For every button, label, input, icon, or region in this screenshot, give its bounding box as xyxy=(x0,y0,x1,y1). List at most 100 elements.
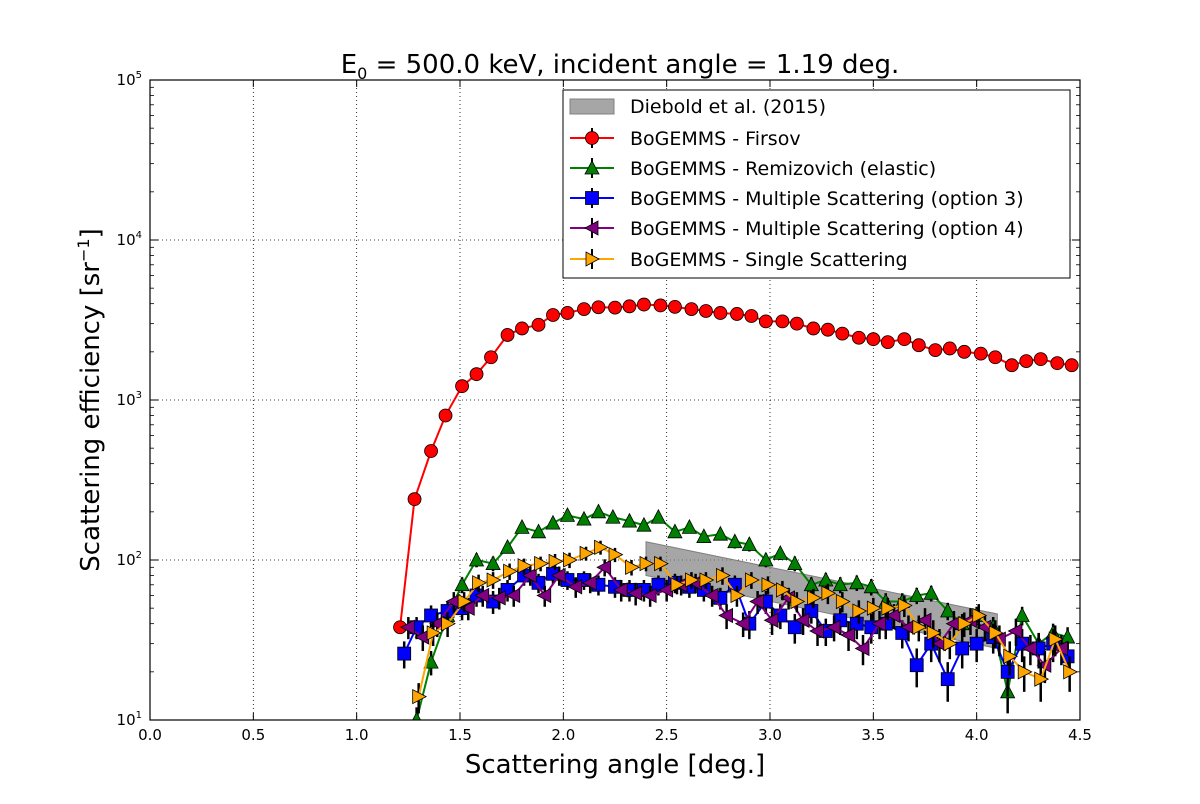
data-point-triangle-up xyxy=(712,525,729,541)
data-point-triangle-right xyxy=(639,555,655,572)
data-point-triangle-left xyxy=(567,579,583,595)
y-axis-label: Scattering efficiency [sr−1] xyxy=(74,228,106,571)
legend-swatch-band xyxy=(569,98,615,115)
data-point-circle xyxy=(988,350,1003,365)
data-point-square xyxy=(1000,664,1015,679)
legend-marker-circle xyxy=(585,131,599,145)
data-point-triangle-left xyxy=(809,623,824,639)
chart-title: E0 = 500.0 keV, incident angle = 1.19 de… xyxy=(341,50,900,83)
data-point-circle xyxy=(789,316,804,331)
data-point-triangle-up xyxy=(787,555,803,570)
data-point-triangle-left xyxy=(916,612,932,628)
data-point-square xyxy=(651,577,666,592)
data-point-triangle-right xyxy=(1048,631,1064,647)
series-4 xyxy=(412,539,1079,714)
data-point-square xyxy=(849,616,864,631)
data-point-triangle-right xyxy=(835,593,851,610)
data-point-circle xyxy=(653,298,668,313)
data-point-triangle-right xyxy=(761,577,777,593)
data-point-circle xyxy=(730,307,744,321)
data-point-triangle-left xyxy=(627,585,643,601)
y-tick-label: 101 xyxy=(117,710,142,729)
data-point-triangle-up xyxy=(530,523,547,539)
legend-frame xyxy=(562,89,1071,279)
legend-label-ms-option3: BoGEMMS - Multiple Scattering (option 3) xyxy=(630,188,1024,210)
data-point-triangle-left xyxy=(550,567,566,584)
data-point-triangle-right xyxy=(534,555,549,572)
data-point-circle xyxy=(911,338,926,353)
data-point-triangle-left xyxy=(871,616,886,632)
data-point-circle xyxy=(608,300,622,315)
data-point-triangle-up xyxy=(772,545,788,560)
data-point-triangle-right xyxy=(912,619,928,635)
data-point-triangle-up xyxy=(727,533,743,549)
data-point-circle xyxy=(622,299,637,314)
data-point-triangle-up xyxy=(818,571,834,587)
data-point-triangle-left xyxy=(840,627,855,643)
data-point-circle xyxy=(942,341,957,356)
data-point-triangle-left xyxy=(1007,623,1023,639)
data-point-triangle-left xyxy=(399,619,415,635)
data-point-circle xyxy=(1019,354,1034,369)
data-point-triangle-right xyxy=(897,597,913,614)
data-point-triangle-right xyxy=(426,625,442,641)
legend-entry-single-scattering: BoGEMMS - Single Scattering xyxy=(570,249,908,271)
data-point-circle xyxy=(1050,356,1065,371)
data-point-triangle-right xyxy=(1017,664,1033,680)
data-point-circle xyxy=(775,314,790,329)
data-point-triangle-right xyxy=(472,575,487,591)
data-point-triangle-right xyxy=(988,625,1004,641)
data-point-circle xyxy=(500,328,515,342)
data-point-triangle-right xyxy=(776,582,791,598)
data-point-triangle-left xyxy=(703,587,719,604)
data-point-triangle-up xyxy=(667,523,683,539)
data-point-triangle-up xyxy=(485,555,501,570)
data-point-triangle-up xyxy=(1014,607,1030,622)
data-point-triangle-up xyxy=(545,514,561,530)
x-tick-label: 4.0 xyxy=(965,726,989,744)
data-point-triangle-right xyxy=(594,539,609,555)
data-point-triangle-left xyxy=(596,559,612,575)
data-point-triangle-right xyxy=(579,545,595,562)
data-point-triangle-up xyxy=(468,551,485,567)
data-point-triangle-right xyxy=(807,590,822,606)
data-point-triangle-up xyxy=(758,551,774,567)
data-point-triangle-right xyxy=(716,567,731,584)
data-point-triangle-up xyxy=(803,576,819,592)
data-point-circle xyxy=(515,321,529,336)
data-point-triangle-left xyxy=(1022,640,1037,657)
data-point-triangle-up xyxy=(636,516,652,532)
x-tick-label: 2.0 xyxy=(551,726,575,744)
data-point-circle xyxy=(744,309,759,323)
data-point-triangle-right xyxy=(943,636,959,652)
data-point-triangle-right xyxy=(457,593,473,610)
data-point-triangle-right xyxy=(730,587,746,604)
data-point-triangle-right xyxy=(1003,648,1019,664)
data-point-triangle-right xyxy=(625,559,640,575)
data-point-circle xyxy=(1004,358,1019,373)
y-tick-label: 102 xyxy=(117,550,142,569)
legend-entry-ms-option4: BoGEMMS - Multiple Scattering (option 4) xyxy=(570,218,1024,240)
legend-marker-triangle-left xyxy=(584,220,599,236)
data-point-triangle-right xyxy=(790,593,806,610)
data-point-triangle-left xyxy=(612,582,628,598)
data-point-circle xyxy=(484,350,498,365)
data-point-circle xyxy=(577,302,591,316)
data-point-triangle-left xyxy=(718,607,733,624)
y-tick-label: 105 xyxy=(117,70,142,89)
y-tick-label: 103 xyxy=(117,390,142,409)
data-point-triangle-right xyxy=(548,553,564,570)
legend: Diebold et al. (2015) BoGEMMS - Firsov B… xyxy=(562,89,1071,279)
data-point-triangle-up xyxy=(590,503,607,519)
data-point-triangle-up xyxy=(650,508,667,524)
data-point-triangle-right xyxy=(972,607,988,624)
data-point-circle xyxy=(546,308,560,322)
legend-label-remizovich: BoGEMMS - Remizovich (elastic) xyxy=(630,158,936,180)
data-point-triangle-up xyxy=(849,574,865,590)
data-point-circle xyxy=(469,367,484,382)
data-point-triangle-right xyxy=(957,616,973,632)
data-point-triangle-right xyxy=(486,572,502,588)
data-point-square xyxy=(969,636,984,651)
data-point-circle xyxy=(591,300,606,315)
